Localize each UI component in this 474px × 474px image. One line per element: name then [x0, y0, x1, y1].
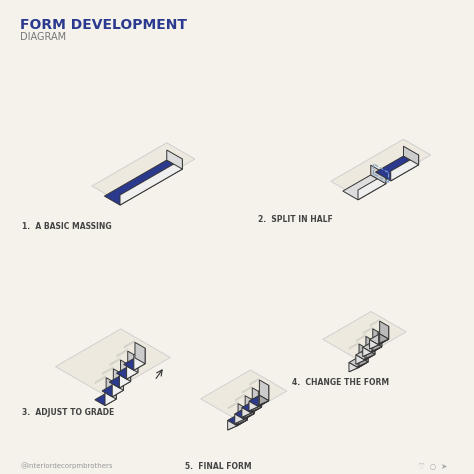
Polygon shape	[119, 366, 131, 388]
Polygon shape	[235, 393, 245, 401]
Polygon shape	[124, 358, 145, 370]
Polygon shape	[201, 370, 287, 420]
Polygon shape	[259, 395, 269, 405]
Polygon shape	[380, 334, 389, 343]
Polygon shape	[127, 357, 138, 379]
Polygon shape	[228, 401, 238, 410]
Polygon shape	[356, 334, 366, 342]
Text: DIAGRAM: DIAGRAM	[20, 32, 66, 42]
Polygon shape	[249, 401, 269, 411]
Text: 4.  CHANGE THE FORM: 4. CHANGE THE FORM	[292, 378, 389, 387]
Text: 5.  FINAL FORM: 5. FINAL FORM	[185, 462, 252, 471]
Polygon shape	[363, 327, 373, 335]
Polygon shape	[372, 334, 382, 353]
Polygon shape	[167, 150, 182, 169]
Polygon shape	[124, 340, 135, 349]
Polygon shape	[356, 349, 375, 360]
Text: FORM DEVELOPMENT: FORM DEVELOPMENT	[20, 18, 187, 32]
Polygon shape	[258, 385, 269, 407]
Polygon shape	[379, 326, 389, 345]
Polygon shape	[403, 146, 419, 165]
Polygon shape	[331, 139, 431, 197]
Polygon shape	[349, 342, 359, 350]
Polygon shape	[238, 403, 247, 420]
Polygon shape	[117, 348, 128, 357]
Polygon shape	[245, 396, 255, 413]
Polygon shape	[259, 380, 269, 401]
Polygon shape	[92, 143, 195, 202]
Polygon shape	[238, 414, 247, 424]
Polygon shape	[235, 408, 255, 419]
Polygon shape	[128, 351, 138, 373]
Polygon shape	[373, 329, 382, 346]
Text: 3.  ADJUST TO GRADE: 3. ADJUST TO GRADE	[22, 408, 114, 417]
Polygon shape	[113, 369, 123, 390]
Polygon shape	[242, 407, 262, 417]
Text: 1.  A BASIC MASSING: 1. A BASIC MASSING	[22, 222, 111, 231]
Polygon shape	[380, 321, 389, 339]
Polygon shape	[55, 329, 170, 395]
Polygon shape	[349, 362, 368, 372]
Polygon shape	[237, 409, 247, 426]
Polygon shape	[391, 155, 419, 181]
Polygon shape	[373, 341, 382, 351]
Polygon shape	[371, 165, 386, 184]
Polygon shape	[356, 355, 365, 364]
Polygon shape	[370, 340, 379, 349]
Text: ♡  ○  ➤: ♡ ○ ➤	[418, 462, 447, 471]
Polygon shape	[370, 339, 389, 349]
Polygon shape	[228, 420, 247, 430]
Polygon shape	[117, 367, 138, 379]
Polygon shape	[95, 393, 116, 406]
Polygon shape	[249, 395, 269, 407]
Polygon shape	[242, 408, 251, 417]
Polygon shape	[102, 366, 113, 375]
Polygon shape	[349, 357, 368, 368]
Polygon shape	[242, 385, 252, 394]
Polygon shape	[245, 408, 255, 418]
Polygon shape	[356, 355, 375, 364]
Polygon shape	[363, 346, 382, 356]
Polygon shape	[375, 156, 419, 181]
Polygon shape	[109, 357, 120, 366]
Polygon shape	[366, 349, 375, 358]
Polygon shape	[104, 160, 182, 205]
Polygon shape	[349, 363, 358, 372]
Polygon shape	[252, 401, 262, 411]
Polygon shape	[102, 384, 123, 397]
Polygon shape	[359, 344, 368, 362]
Polygon shape	[135, 342, 145, 364]
Polygon shape	[323, 311, 406, 360]
Polygon shape	[120, 360, 131, 382]
Polygon shape	[242, 401, 262, 413]
Polygon shape	[228, 414, 247, 426]
Polygon shape	[134, 348, 145, 370]
Polygon shape	[228, 420, 237, 430]
Polygon shape	[252, 388, 262, 407]
Polygon shape	[106, 378, 116, 399]
Polygon shape	[235, 414, 244, 424]
Polygon shape	[235, 413, 255, 424]
Polygon shape	[359, 357, 368, 366]
Polygon shape	[95, 375, 106, 384]
Text: 2.  SPLIT IN HALF: 2. SPLIT IN HALF	[258, 215, 333, 224]
Polygon shape	[251, 393, 262, 413]
Polygon shape	[120, 159, 182, 205]
Polygon shape	[244, 401, 255, 419]
Polygon shape	[366, 337, 375, 355]
Polygon shape	[343, 175, 386, 200]
Polygon shape	[109, 375, 131, 388]
Polygon shape	[363, 341, 382, 353]
Polygon shape	[370, 319, 380, 327]
Polygon shape	[112, 374, 123, 397]
Polygon shape	[365, 342, 375, 360]
Polygon shape	[363, 347, 372, 356]
Text: @interiordecorpmbrothers: @interiordecorpmbrothers	[20, 462, 112, 469]
Polygon shape	[105, 383, 116, 406]
Polygon shape	[249, 401, 258, 411]
Polygon shape	[370, 334, 389, 345]
Polygon shape	[358, 349, 368, 368]
Polygon shape	[358, 174, 386, 200]
Polygon shape	[249, 377, 259, 386]
